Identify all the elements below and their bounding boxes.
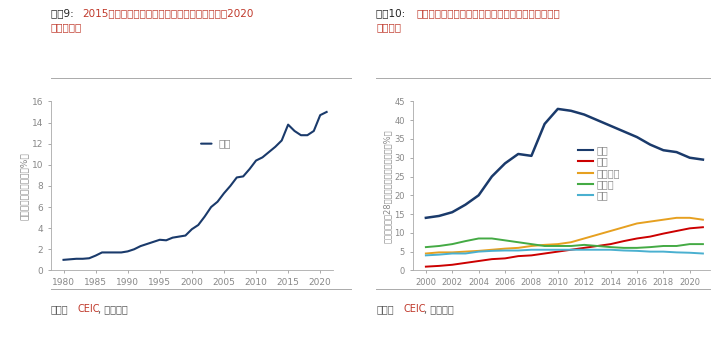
Text: 有所上升: 有所上升 [376, 22, 402, 32]
Text: 出口: 出口 [219, 139, 231, 149]
Text: 图表10:: 图表10: [376, 8, 409, 19]
Text: , 瑞银估算: , 瑞银估算 [98, 304, 128, 314]
Text: 来源：: 来源： [376, 304, 394, 314]
Text: , 瑞银估算: , 瑞银估算 [424, 304, 454, 314]
Text: 年重拾反弹: 年重拾反弹 [51, 22, 82, 32]
Y-axis label: 中国占全球市场份额（%）: 中国占全球市场份额（%） [20, 152, 29, 220]
Text: CEIC: CEIC [77, 304, 100, 314]
Y-axis label: 在美国和欧盟28国服装进口市场中的份额（%）: 在美国和欧盟28国服装进口市场中的份额（%） [383, 129, 392, 243]
Text: 越南: 越南 [596, 156, 608, 167]
Text: 中国: 中国 [596, 145, 608, 155]
Text: 图表9:: 图表9: [51, 8, 77, 19]
Text: CEIC: CEIC [403, 304, 426, 314]
Text: 中国丧失服装市场份额，而越南和孟加拉国市场份额: 中国丧失服装市场份额，而越南和孟加拉国市场份额 [416, 8, 560, 19]
Text: 来源：: 来源： [51, 304, 68, 314]
Text: 印度: 印度 [596, 190, 608, 200]
Text: 2015年后中国出口占全球出口的份额高位企稳，2020: 2015年后中国出口占全球出口的份额高位企稳，2020 [83, 8, 254, 19]
Text: 土耳其: 土耳其 [596, 179, 614, 189]
Text: 孟加拉国: 孟加拉国 [596, 168, 620, 178]
